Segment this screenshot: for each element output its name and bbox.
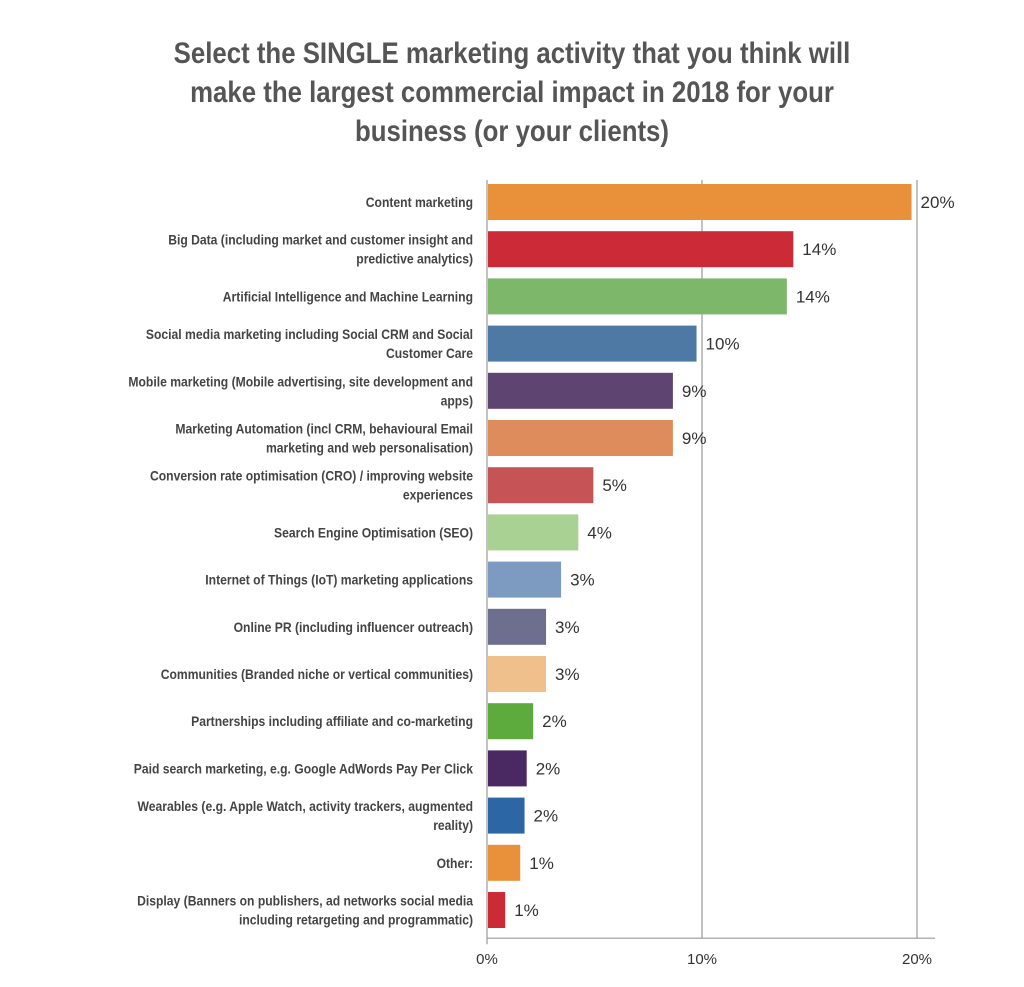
- category-label: including retargeting and programmatic): [239, 912, 473, 928]
- data-label: 2%: [534, 807, 559, 826]
- bar: [488, 184, 912, 220]
- x-tick-label: 0%: [476, 951, 498, 968]
- category-label: experiences: [403, 487, 473, 503]
- category-label: Big Data (including market and customer …: [168, 232, 473, 248]
- bar: [488, 703, 534, 740]
- data-label: 20%: [921, 193, 955, 212]
- data-label: 2%: [536, 759, 561, 778]
- bar: [488, 844, 521, 881]
- bar: [488, 372, 673, 409]
- data-label: 9%: [682, 429, 707, 448]
- x-tick-label: 20%: [902, 951, 932, 968]
- bar: [488, 420, 673, 456]
- bar: [488, 797, 525, 834]
- category-label: Mobile marketing (Mobile advertising, si…: [128, 374, 473, 390]
- data-label: 2%: [542, 712, 567, 731]
- category-label: predictive analytics): [356, 251, 473, 267]
- chart-title-line-2: make the largest commercial impact in 20…: [190, 76, 834, 109]
- category-label: Marketing Automation (incl CRM, behaviou…: [175, 421, 473, 437]
- bar: [488, 561, 562, 598]
- category-label: apps): [441, 393, 473, 409]
- data-label: 14%: [802, 240, 836, 259]
- data-label: 3%: [555, 618, 580, 637]
- category-label: Partnerships including affiliate and co-…: [191, 714, 473, 730]
- bar: [488, 750, 527, 787]
- category-label: Social media marketing including Social …: [146, 326, 473, 342]
- data-label: 10%: [706, 335, 740, 354]
- bar: [488, 278, 787, 315]
- bar: [488, 608, 547, 645]
- bar: [488, 656, 547, 692]
- category-label: Content marketing: [366, 194, 473, 210]
- data-label: 3%: [555, 665, 580, 684]
- category-label: Search Engine Optimisation (SEO): [274, 525, 473, 541]
- data-label: 14%: [796, 287, 830, 306]
- category-label: Online PR (including influencer outreach…: [234, 619, 473, 635]
- x-tick-label: 10%: [687, 951, 717, 968]
- category-label: Other:: [437, 855, 473, 871]
- chart-title-line-1: Select the SINGLE marketing activity tha…: [173, 37, 851, 70]
- chart-title-line-3: business (or your clients): [355, 115, 669, 148]
- data-label: 9%: [682, 382, 707, 401]
- category-label: Internet of Things (IoT) marketing appli…: [205, 572, 473, 588]
- category-label: reality): [433, 817, 473, 833]
- data-label: 5%: [602, 476, 627, 495]
- bar: [488, 514, 579, 551]
- category-label: Paid search marketing, e.g. Google AdWor…: [134, 761, 474, 777]
- bar: [488, 467, 594, 504]
- category-label: Conversion rate optimisation (CRO) / imp…: [150, 468, 473, 484]
- data-label: 1%: [529, 854, 554, 873]
- data-label: 4%: [587, 523, 612, 542]
- category-label: marketing and web personalisation): [266, 440, 473, 456]
- bar: [488, 325, 697, 362]
- category-label: Artificial Intelligence and Machine Lear…: [223, 289, 473, 305]
- bar: [488, 892, 506, 928]
- category-label: Wearables (e.g. Apple Watch, activity tr…: [138, 798, 473, 814]
- category-label: Display (Banners on publishers, ad netwo…: [137, 893, 474, 909]
- category-label: Customer Care: [386, 345, 473, 361]
- data-label: 3%: [570, 571, 595, 590]
- chart-title: Select the SINGLE marketing activity tha…: [149, 34, 875, 151]
- data-label: 1%: [514, 901, 539, 920]
- bar: [488, 231, 794, 268]
- category-label: Communities (Branded niche or vertical c…: [161, 666, 473, 682]
